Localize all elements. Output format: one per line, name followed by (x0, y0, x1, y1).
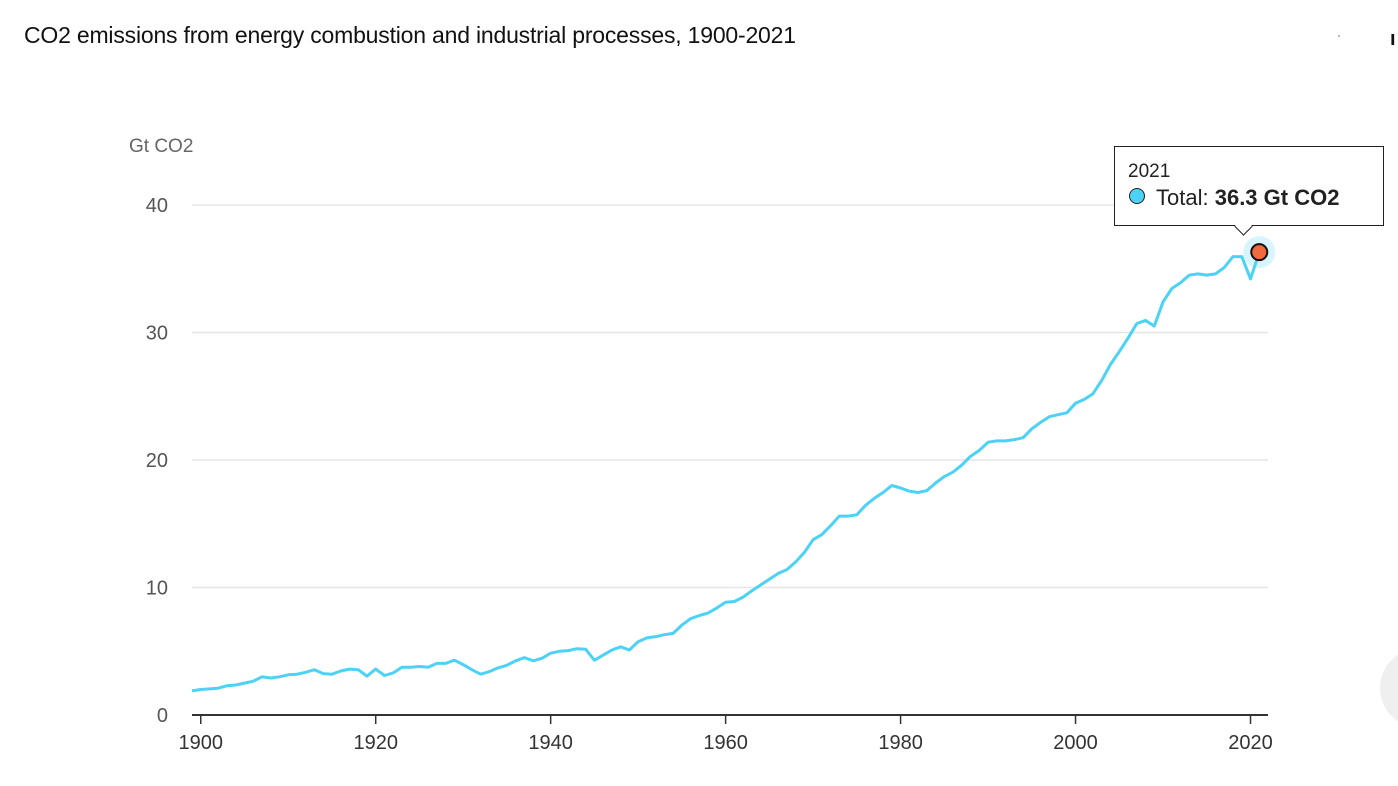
y-tick-label: 40 (146, 195, 168, 217)
x-tick-label: 1900 (178, 732, 223, 754)
tooltip-value-row: Total: 36.3 Gt CO2 (1156, 185, 1339, 211)
highlight-point-2021[interactable] (1250, 243, 1269, 262)
tooltip-value: 36.3 Gt CO2 (1214, 185, 1340, 210)
tooltip-series-label: Total: (1156, 185, 1209, 210)
x-axis-ticks: 1900 1920 1940 1960 1980 2000 2020 (178, 715, 1273, 754)
series-line-total (191, 251, 1261, 693)
x-tick-label: 2000 (1053, 732, 1098, 754)
y-axis-ticks: 0 10 20 30 40 (146, 195, 168, 727)
y-tick-label: 30 (146, 323, 168, 345)
y-axis-label: Gt CO2 (129, 136, 193, 157)
x-tick-label: 1920 (353, 732, 398, 754)
edge-glyph: ı (1390, 28, 1396, 50)
edge-artifact (1338, 35, 1340, 37)
gridlines (192, 204, 1268, 589)
y-tick-label: 10 (146, 578, 168, 600)
y-tick-label: 0 (157, 705, 168, 727)
tooltip-year: 2021 (1128, 161, 1171, 182)
x-tick-label: 1980 (878, 732, 923, 754)
x-tick-label: 1960 (703, 732, 748, 754)
x-tick-label: 2020 (1228, 732, 1273, 754)
y-tick-label: 20 (146, 450, 168, 472)
tooltip-series-swatch (1129, 188, 1145, 204)
tooltip: 2021 Total: 36.3 Gt CO2 (1114, 146, 1384, 236)
page-title: CO2 emissions from energy combustion and… (24, 22, 796, 48)
x-tick-label: 1940 (528, 732, 573, 754)
scroll-button[interactable] (1380, 648, 1398, 728)
